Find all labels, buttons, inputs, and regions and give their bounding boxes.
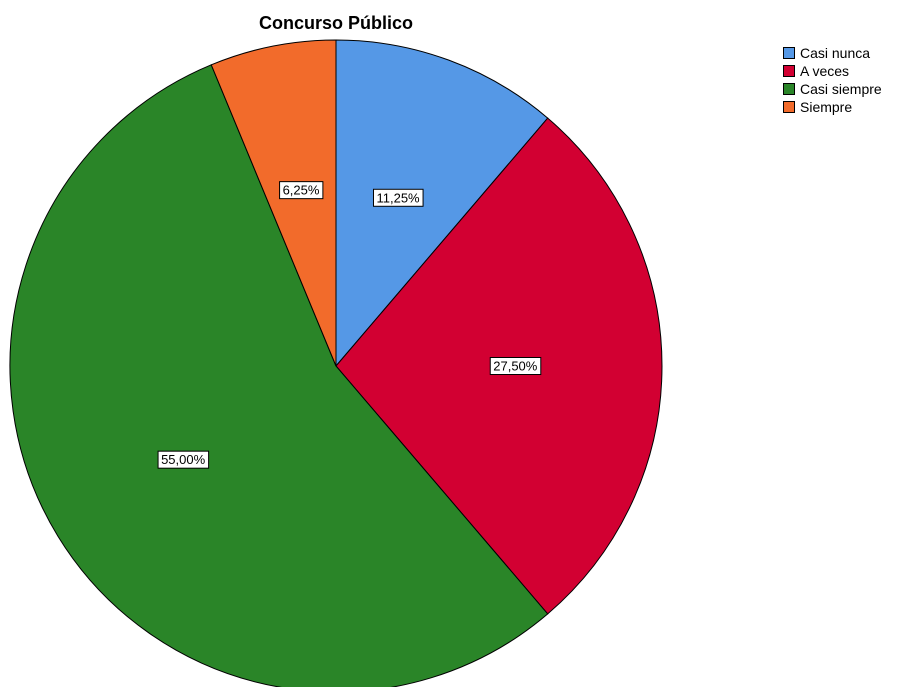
pie-value-label-text: 11,25% [376, 190, 420, 205]
chart-title: Concurso Público [258, 13, 414, 33]
pie-value-labels: 11,25% 27,50% 55,00% 6,25% [157, 181, 542, 469]
legend: Casi nunca A veces Casi siempre Siempre [783, 44, 882, 116]
pie-value-label-box [157, 450, 210, 469]
pie-value-label: 6,25% [279, 181, 324, 200]
legend-swatch [783, 83, 795, 95]
legend-item: Siempre [783, 98, 882, 116]
legend-item: Casi siempre [783, 80, 882, 98]
legend-label: Casi siempre [800, 81, 882, 97]
pie-value-label-box [489, 357, 542, 375]
pie-value-label-box [372, 188, 424, 207]
pie-slices [9, 39, 663, 687]
pie-value-label-text: 27,50% [493, 359, 538, 374]
pie-value-label-box [279, 181, 324, 200]
pie-value-label-text: 6,25% [283, 183, 320, 198]
pie-value-label: 11,25% [372, 188, 424, 207]
pie-value-label: 27,50% [489, 357, 542, 375]
legend-label: Casi nunca [800, 45, 871, 61]
pie-value-label-text: 55,00% [161, 452, 206, 467]
pie-slice-siempre [210, 39, 337, 367]
legend-item: Casi nunca [783, 44, 882, 62]
legend-swatch [783, 101, 795, 113]
legend-label: A veces [800, 63, 850, 79]
pie-slice-casi-nunca [335, 39, 549, 368]
pie-value-label: 55,00% [157, 450, 210, 469]
legend-swatch [783, 65, 795, 77]
legend-label: Siempre [800, 99, 853, 115]
pie-slice-casi-siempre [9, 64, 549, 687]
legend-item: A veces [783, 62, 882, 80]
legend-swatch [783, 47, 795, 59]
